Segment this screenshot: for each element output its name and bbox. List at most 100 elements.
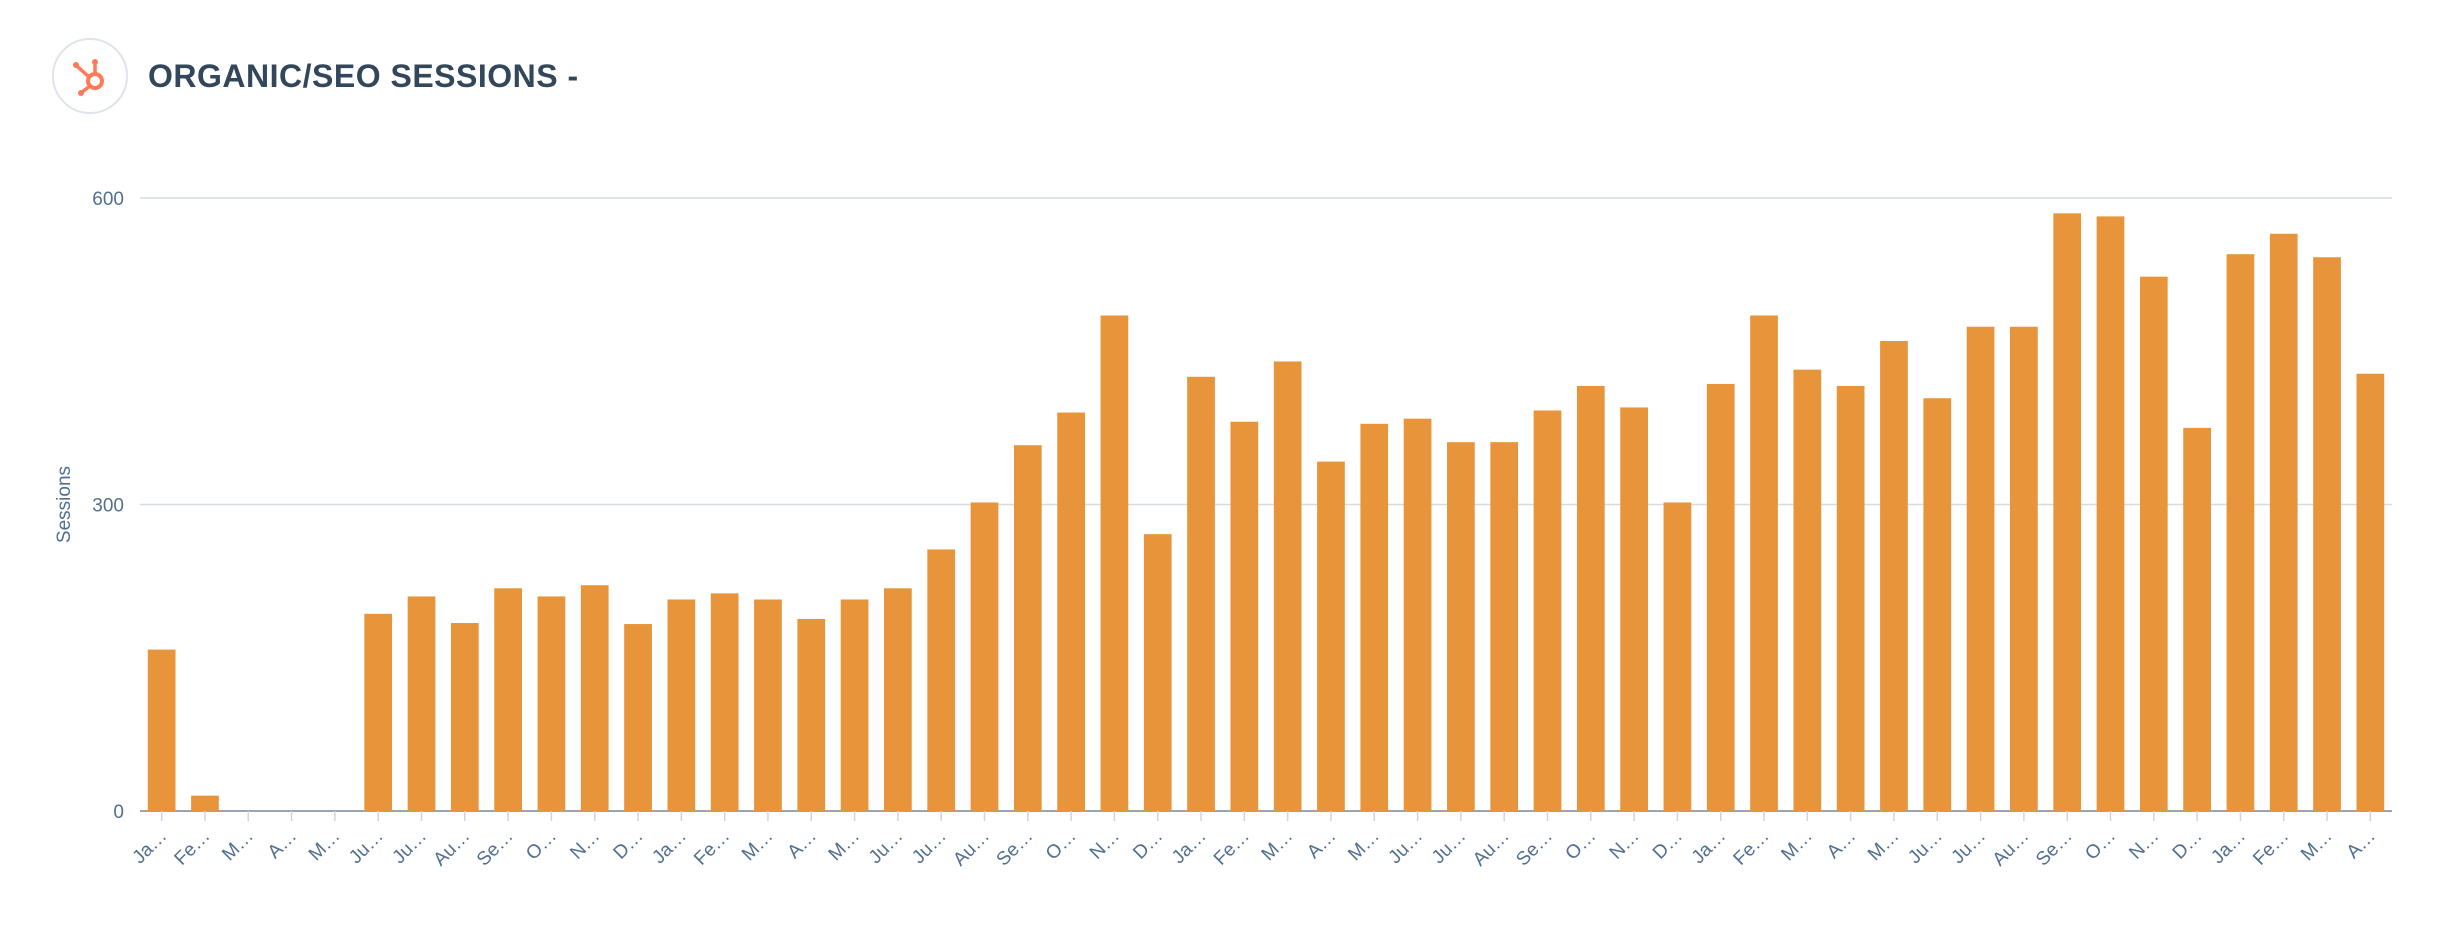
bar: [1793, 369, 1822, 811]
x-tick-label: O…: [522, 826, 561, 865]
y-tick-label: 600: [92, 189, 124, 210]
x-tick-label: Ja…: [648, 826, 690, 868]
bar: [580, 585, 609, 811]
x-tick-label: Ja…: [129, 826, 171, 868]
bar: [450, 623, 479, 811]
bar: [1620, 407, 1648, 811]
bar: [2269, 233, 2298, 812]
bar: [1317, 461, 1345, 811]
x-tick-label: Ju…: [1385, 826, 1427, 868]
bar: [2356, 373, 2385, 811]
bar: [1403, 418, 1432, 811]
bar: [1273, 361, 1302, 811]
bar: [970, 502, 999, 811]
bar: [2183, 427, 2211, 811]
x-tick-label: O…: [2081, 826, 2120, 865]
x-tick-label: D…: [1649, 826, 1687, 864]
bar: [1706, 383, 1735, 811]
x-tick-label: Fe…: [1210, 826, 1254, 870]
x-tick-label: Au…: [1989, 826, 2034, 871]
x-tick-label: Au…: [949, 826, 994, 871]
bar: [1836, 385, 1865, 811]
x-tick-label: M…: [1777, 826, 1816, 865]
x-tick-label: M…: [1864, 826, 1903, 865]
bar: [1490, 442, 1519, 811]
x-tick-label: M…: [825, 826, 864, 865]
bar: [1533, 410, 1562, 811]
bar: [1663, 502, 1692, 811]
x-tick-label: M…: [218, 826, 257, 865]
chart-title: ORGANIC/SEO SESSIONS -: [148, 57, 579, 94]
x-tick-label: Ja…: [1688, 826, 1730, 868]
bar: [1447, 442, 1475, 811]
x-tick-label: Se…: [473, 826, 518, 871]
x-tick-label: Ju…: [1904, 826, 1946, 868]
x-tick-label: Au…: [430, 826, 475, 871]
x-tick-label: Ju…: [389, 826, 431, 868]
hubspot-sprocket-icon: [52, 38, 128, 114]
y-tick-label: 300: [92, 496, 124, 517]
bar: [407, 596, 436, 811]
bar: [1880, 341, 1908, 811]
x-tick-label: O…: [1042, 826, 1081, 865]
x-tick-label: M…: [738, 826, 777, 865]
x-tick-label: Ju…: [1948, 826, 1990, 868]
x-tick-label: A…: [2343, 826, 2380, 863]
x-tick-label: D…: [2169, 826, 2207, 864]
x-tick-label: N…: [566, 826, 604, 864]
bar: [1143, 534, 1172, 811]
bar: [624, 624, 652, 811]
bar: [840, 599, 869, 811]
bar: [754, 599, 782, 811]
bar: [2096, 216, 2125, 811]
bar: [2053, 213, 2082, 811]
x-tick-label: Se…: [2032, 826, 2077, 871]
x-tick-label: Fe…: [171, 826, 215, 870]
x-tick-label: M…: [1258, 826, 1297, 865]
bar: [797, 618, 826, 811]
x-tick-label: D…: [610, 826, 648, 864]
x-tick-label: A…: [264, 826, 301, 863]
bar: [1100, 315, 1129, 811]
bar: [191, 795, 219, 811]
bar: [927, 549, 956, 811]
x-tick-label: Ju…: [345, 826, 387, 868]
x-tick-label: Au…: [1469, 826, 1514, 871]
x-tick-label: Se…: [1512, 826, 1557, 871]
x-tick-label: M…: [1344, 826, 1383, 865]
x-tick-label: Fe…: [690, 826, 734, 870]
bar: [1360, 423, 1389, 811]
bar: [2010, 326, 2038, 811]
bar: [1966, 326, 1995, 811]
bar: [1576, 385, 1605, 811]
x-tick-label: Ju…: [1428, 826, 1470, 868]
y-axis-title: Sessions: [54, 466, 75, 543]
x-tick-label: Ju…: [865, 826, 907, 868]
x-tick-label: Ja…: [2207, 826, 2249, 868]
x-tick-label: Ju…: [908, 826, 950, 868]
bar: [884, 588, 912, 811]
x-tick-label: N…: [1086, 826, 1124, 864]
bar: [1013, 445, 1042, 811]
x-tick-label: Se…: [993, 826, 1038, 871]
bar: [1057, 412, 1085, 811]
x-tick-label: Ja…: [1168, 826, 1210, 868]
bar: [364, 613, 393, 811]
x-tick-label: A…: [1303, 826, 1340, 863]
bar: [2139, 276, 2168, 811]
x-tick-label: Fe…: [2249, 826, 2293, 870]
bar: [537, 596, 566, 811]
y-tick-label: 0: [113, 802, 124, 823]
x-tick-label: O…: [1562, 826, 1601, 865]
bar: [494, 588, 522, 811]
x-tick-label: D…: [1129, 826, 1167, 864]
bar: [1230, 421, 1259, 811]
x-tick-label: M…: [2297, 826, 2336, 865]
bar: [1750, 315, 1778, 811]
x-tick-label: A…: [1823, 826, 1860, 863]
bar: [1923, 398, 1952, 811]
bar: [147, 649, 176, 811]
chart-header: ORGANIC/SEO SESSIONS -: [52, 36, 579, 116]
x-tick-label: A…: [784, 826, 821, 863]
